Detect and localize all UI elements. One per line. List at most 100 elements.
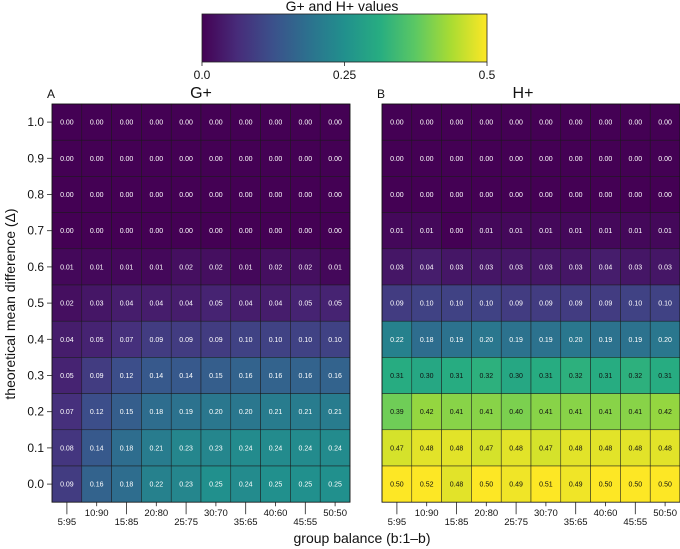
heatmap-cell-label: 0.21 — [328, 409, 342, 416]
heatmap-cell — [530, 103, 562, 141]
heatmap-cell-label: 0.01 — [420, 228, 434, 235]
heatmap-cell — [620, 320, 651, 358]
heatmap-cell — [290, 248, 321, 286]
heatmap-cell-label: 0.41 — [479, 409, 493, 416]
x-tick-label: 40:60 — [594, 508, 618, 519]
heatmap-cell — [290, 284, 321, 322]
heatmap-cell-label: 0.09 — [509, 301, 523, 308]
heatmap-cell — [51, 103, 83, 141]
heatmap-cell — [51, 212, 83, 250]
heatmap-cell-label: 0.48 — [658, 445, 672, 452]
heatmap-cell-label: 0.00 — [90, 192, 104, 199]
heatmap-cell-label: 0.19 — [599, 337, 613, 344]
heatmap-cell-label: 0.20 — [209, 409, 223, 416]
heatmap-cell-label: 0.00 — [298, 192, 312, 199]
heatmap-cell-label: 0.32 — [479, 373, 493, 380]
heatmap-cell-label: 0.23 — [179, 482, 193, 489]
heatmap-cell — [111, 103, 142, 141]
heatmap-cell-label: 0.00 — [328, 192, 342, 199]
heatmap-cell-label: 0.00 — [269, 156, 283, 163]
colorbar: G+ and H+ values 0.0 0.25 0.5 — [194, 0, 496, 82]
heatmap-cell-label: 0.12 — [90, 409, 104, 416]
heatmap-cell — [319, 248, 351, 286]
heatmap-cell — [649, 139, 680, 177]
heatmap-cell-label: 0.00 — [149, 192, 163, 199]
heatmap-cell — [170, 139, 202, 177]
heatmap-cell — [111, 139, 142, 177]
heatmap-cell-label: 0.07 — [120, 337, 134, 344]
heatmap-cell-label: 0.00 — [539, 120, 553, 127]
heatmap-cell — [649, 393, 680, 431]
y-tick-label: 0.2 — [27, 405, 44, 419]
heatmap-cell — [170, 393, 202, 431]
heatmap-cell — [590, 284, 621, 322]
heatmap-cell — [200, 212, 232, 250]
heatmap-cell — [441, 176, 472, 213]
heatmap-cell-label: 0.41 — [628, 409, 642, 416]
heatmap-cell-label: 0.01 — [658, 228, 672, 235]
heatmap-cell-label: 0.00 — [298, 120, 312, 127]
heatmap-cell-label: 0.01 — [509, 228, 523, 235]
heatmap-cell — [590, 320, 621, 358]
heatmap-cell-label: 0.01 — [60, 264, 74, 271]
heatmap-cell — [170, 176, 202, 213]
heatmap-cell-label: 0.19 — [539, 337, 553, 344]
x-tick-label: 15:85 — [115, 517, 139, 528]
heatmap-cell-label: 0.31 — [390, 373, 404, 380]
heatmap-cell — [411, 176, 442, 213]
heatmap-cell — [441, 465, 472, 503]
heatmap-cell — [200, 429, 232, 467]
heatmap-cell-label: 0.00 — [90, 156, 104, 163]
heatmap-cell-label: 0.10 — [269, 337, 283, 344]
heatmap-cell-label: 0.09 — [90, 373, 104, 380]
heatmap-cell — [411, 357, 442, 394]
heatmap-cell — [290, 176, 321, 213]
heatmap-cell — [230, 103, 261, 141]
heatmap-cell-label: 0.19 — [450, 337, 464, 344]
heatmap-cell-label: 0.40 — [509, 409, 523, 416]
heatmap-cell-label: 0.24 — [239, 445, 253, 452]
heatmap-cell — [620, 139, 651, 177]
heatmap-cell-label: 0.00 — [209, 228, 223, 235]
heatmap-cell — [471, 284, 502, 322]
heatmap-cell-label: 0.10 — [420, 301, 434, 308]
heatmap-cell — [230, 248, 261, 286]
heatmap-cell — [81, 357, 112, 394]
heatmap-cell — [649, 284, 680, 322]
heatmap-cell — [441, 248, 472, 286]
heatmap-cell-label: 0.10 — [658, 301, 672, 308]
heatmap-cell — [381, 248, 413, 286]
heatmap-cell-label: 0.00 — [539, 156, 553, 163]
heatmap-cell-label: 0.01 — [239, 264, 253, 271]
x-tick-label: 45:55 — [293, 517, 317, 528]
colorbar-tick-label: 0.0 — [194, 68, 211, 82]
heatmap-cell — [141, 248, 172, 286]
heatmap-cell-label: 0.39 — [390, 409, 404, 416]
heatmap-cell-label: 0.00 — [658, 120, 672, 127]
heatmap-cell-label: 0.00 — [179, 156, 193, 163]
y-tick-label: 0.7 — [27, 224, 44, 238]
x-tick-label: 10:90 — [415, 508, 439, 519]
heatmap-cell — [411, 284, 442, 322]
heatmap-cell — [620, 176, 651, 213]
heatmap-cell-label: 0.05 — [90, 337, 104, 344]
heatmap-cell-label: 0.00 — [420, 156, 434, 163]
heatmap-cell-label: 0.50 — [479, 482, 493, 489]
heatmap-cell-label: 0.22 — [149, 482, 163, 489]
heatmap-cell-label: 0.19 — [509, 337, 523, 344]
colorbar-ticks: 0.0 0.25 0.5 — [194, 62, 496, 82]
heatmap-cell — [141, 176, 172, 213]
heatmap-cell — [200, 139, 232, 177]
heatmap-cell — [81, 429, 112, 467]
heatmap-cell-label: 0.00 — [628, 192, 642, 199]
heatmap-cell-label: 0.00 — [60, 228, 74, 235]
heatmap-cell-label: 0.09 — [60, 482, 74, 489]
heatmap-cell-label: 0.01 — [628, 228, 642, 235]
heatmap-cell-label: 0.18 — [120, 482, 134, 489]
heatmap-cell — [111, 176, 142, 213]
heatmap-cell-label: 0.00 — [599, 120, 613, 127]
heatmap-cell — [590, 248, 621, 286]
heatmap-cell-label: 0.05 — [60, 373, 74, 380]
heatmap-cell-label: 0.09 — [390, 301, 404, 308]
heatmap-a-cells: 0.00 0.00 0.00 0.00 0.00 0.00 0.00 0.00 0.00 0.00… — [51, 103, 351, 503]
